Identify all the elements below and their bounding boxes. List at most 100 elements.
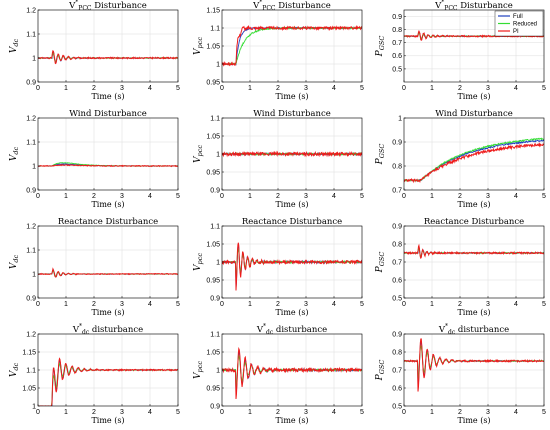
y-tick-label: 0.6 [392, 385, 402, 392]
y-axis-label: Vdc [9, 146, 20, 161]
x-tick-label: 1 [248, 301, 252, 308]
y-tick-label: 1.05 [22, 385, 36, 392]
y-tick-label: 1.15 [206, 7, 220, 14]
x-tick-label: 4 [148, 193, 152, 200]
y-tick-label: 0.5 [392, 403, 402, 410]
x-tick-label: 0 [36, 85, 40, 92]
x-tick-label: 5 [360, 85, 364, 92]
x-tick-label: 3 [120, 409, 124, 416]
x-tick-label: 5 [176, 193, 180, 200]
y-tick-label: 0.9 [392, 331, 402, 338]
x-tick-label: 2 [92, 409, 96, 416]
y-axis-label: PGSC [375, 252, 386, 274]
chart-panel-p32: 0 1 2 3 4 5 0.9 0.95 1 1.05 1.1 Reactance Disturban… [193, 217, 364, 317]
legend-entry-reduced: Reduced [513, 22, 537, 28]
x-tick-label: 0 [36, 409, 40, 416]
chart-title: Wind Disturbance [435, 109, 513, 119]
y-axis-label: Vpcc [193, 37, 204, 55]
x-tick-label: 1 [430, 409, 434, 416]
y-tick-label: 1.2 [26, 223, 36, 230]
chart-panel-p12: 0 1 2 3 4 5 0.95 1 1.05 1.1 1.15 V*PCC Disturbance V… [193, 0, 364, 101]
y-tick-label: 0.9 [392, 139, 402, 146]
x-tick-label: 2 [458, 301, 462, 308]
x-tick-label: 5 [176, 409, 180, 416]
chart-title: V*PCC Disturbance [68, 0, 147, 12]
x-axis-label: Time (s) [275, 92, 308, 101]
chart-title: V*dc disturbance [256, 323, 327, 336]
x-tick-label: 3 [486, 409, 490, 416]
y-tick-label: 0.8 [392, 27, 402, 34]
y-tick-label: 0.9 [26, 79, 36, 86]
x-axis-label: Time (s) [91, 200, 124, 209]
series-line-full [222, 244, 362, 289]
y-axis-label: PGSC [375, 144, 386, 166]
x-tick-label: 1 [64, 301, 68, 308]
x-tick-label: 5 [360, 193, 364, 200]
x-tick-label: 1 [248, 85, 252, 92]
y-axis-label: Vpcc [193, 361, 204, 379]
x-tick-label: 5 [542, 409, 546, 416]
chart-panel-p13: 0 1 2 3 4 5 0.5 0.6 0.7 0.8 0.9 V*PCC Disturbance PG… [375, 0, 546, 101]
y-tick-label: 1.1 [210, 25, 220, 32]
y-tick-label: 1 [32, 163, 36, 170]
x-tick-label: 3 [304, 193, 308, 200]
x-tick-label: 3 [304, 301, 308, 308]
chart-title: Reactance Disturbance [242, 217, 342, 227]
chart-panel-p11: 0 1 2 3 4 5 0.9 1 1.1 1.2 V*PCC Disturbance Vdc Time… [9, 0, 180, 101]
x-axis-label: Time (s) [457, 92, 490, 101]
y-tick-label: 1.2 [26, 7, 36, 14]
y-axis-label: Vpcc [193, 253, 204, 271]
y-tick-label: 1.2 [26, 331, 36, 338]
y-tick-label: 1.05 [206, 43, 220, 50]
y-tick-label: 0.95 [206, 277, 220, 284]
y-tick-label: 1.15 [22, 349, 36, 356]
x-tick-label: 4 [332, 301, 336, 308]
y-tick-label: 1.05 [206, 133, 220, 140]
y-tick-label: 0.95 [206, 169, 220, 176]
x-tick-label: 0 [220, 409, 224, 416]
x-tick-label: 0 [402, 85, 406, 92]
x-tick-label: 4 [514, 301, 518, 308]
x-tick-label: 0 [36, 193, 40, 200]
x-tick-label: 0 [402, 301, 406, 308]
x-tick-label: 3 [304, 85, 308, 92]
x-axis-label: Time (s) [457, 416, 490, 425]
chart-title: Wind Disturbance [253, 109, 331, 119]
x-tick-label: 2 [458, 85, 462, 92]
y-axis-label: Vdc [9, 38, 20, 53]
x-axis-label: Time (s) [275, 308, 308, 317]
x-tick-label: 4 [332, 193, 336, 200]
x-tick-label: 0 [220, 85, 224, 92]
series-line-reduced [222, 354, 362, 390]
x-tick-label: 3 [120, 85, 124, 92]
series-line-pi [38, 49, 178, 65]
y-tick-label: 0.8 [392, 241, 402, 248]
y-tick-label: 0.7 [392, 187, 402, 194]
x-tick-label: 1 [64, 409, 68, 416]
series-line-pi [404, 243, 544, 260]
x-tick-label: 1 [430, 301, 434, 308]
x-tick-label: 5 [176, 85, 180, 92]
x-tick-label: 4 [332, 85, 336, 92]
x-tick-label: 5 [542, 85, 546, 92]
y-axis-label: PGSC [375, 360, 386, 382]
y-tick-label: 0.5 [392, 295, 402, 302]
y-tick-label: 0.9 [210, 295, 220, 302]
y-tick-label: 1.1 [26, 139, 36, 146]
chart-panel-p42: 0 1 2 3 4 5 0.9 0.95 1 1.05 1.1 V*dc disturbance Vpc… [193, 323, 364, 425]
y-tick-label: 1 [216, 259, 220, 266]
x-axis-label: Time (s) [275, 200, 308, 209]
x-tick-label: 2 [276, 193, 280, 200]
x-tick-label: 4 [514, 193, 518, 200]
x-tick-label: 5 [542, 193, 546, 200]
chart-title: V*dc disturbance [438, 323, 509, 336]
x-tick-label: 2 [276, 301, 280, 308]
x-tick-label: 4 [332, 409, 336, 416]
y-tick-label: 0.8 [392, 163, 402, 170]
y-tick-label: 1.1 [210, 331, 220, 338]
series-line-full [38, 360, 178, 406]
x-tick-label: 3 [120, 301, 124, 308]
chart-panel-p31: 0 1 2 3 4 5 0.9 1 1.1 1.2 Reactance Disturbance Vdc… [9, 217, 180, 317]
plot-frame [403, 117, 545, 191]
